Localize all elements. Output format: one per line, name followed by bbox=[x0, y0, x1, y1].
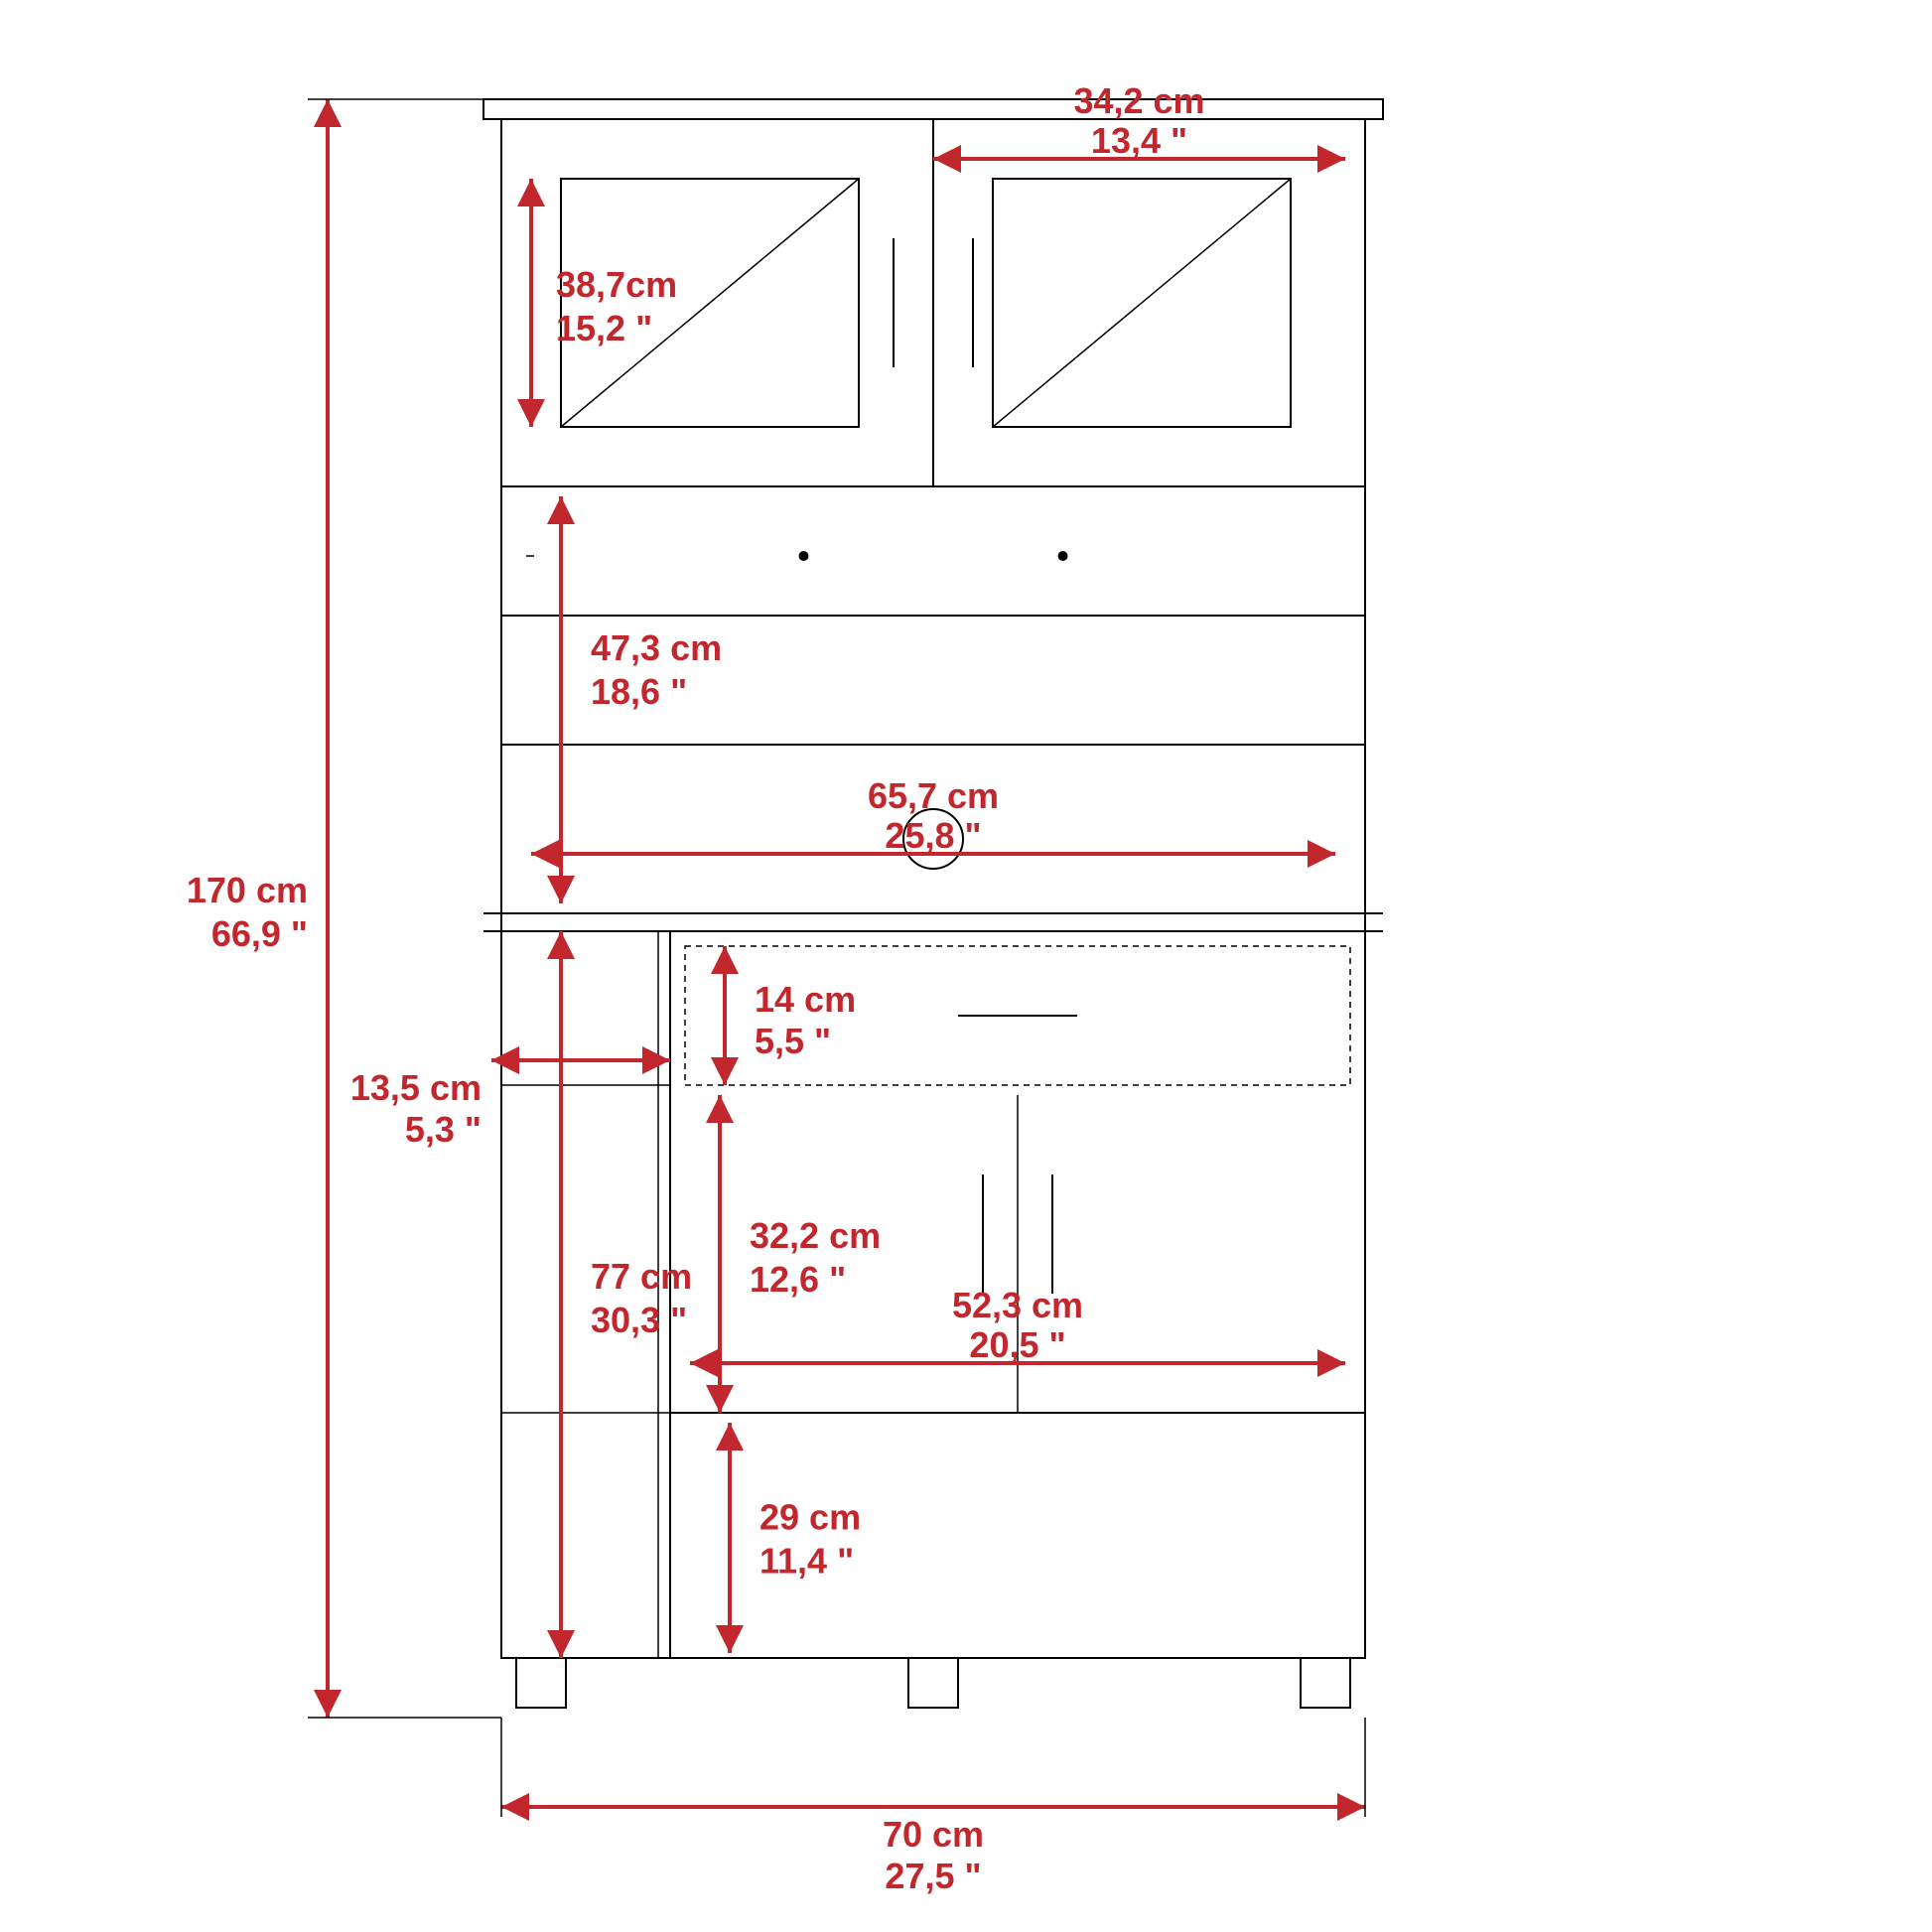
drawer bbox=[685, 946, 1350, 1085]
svg-text:5,3 ": 5,3 " bbox=[405, 1109, 482, 1150]
bottom-open-shelf bbox=[501, 1413, 1365, 1658]
svg-text:170 cm: 170 cm bbox=[187, 870, 308, 910]
svg-text:66,9 ": 66,9 " bbox=[211, 913, 308, 954]
lower-cabinet-doors bbox=[670, 1095, 1365, 1413]
svg-text:70 cm: 70 cm bbox=[883, 1814, 984, 1855]
svg-text:27,5 ": 27,5 " bbox=[885, 1856, 981, 1896]
open-shelf-area bbox=[501, 486, 1365, 931]
upper-glass-doors bbox=[501, 119, 1365, 486]
svg-text:13,5 cm: 13,5 cm bbox=[350, 1067, 482, 1108]
